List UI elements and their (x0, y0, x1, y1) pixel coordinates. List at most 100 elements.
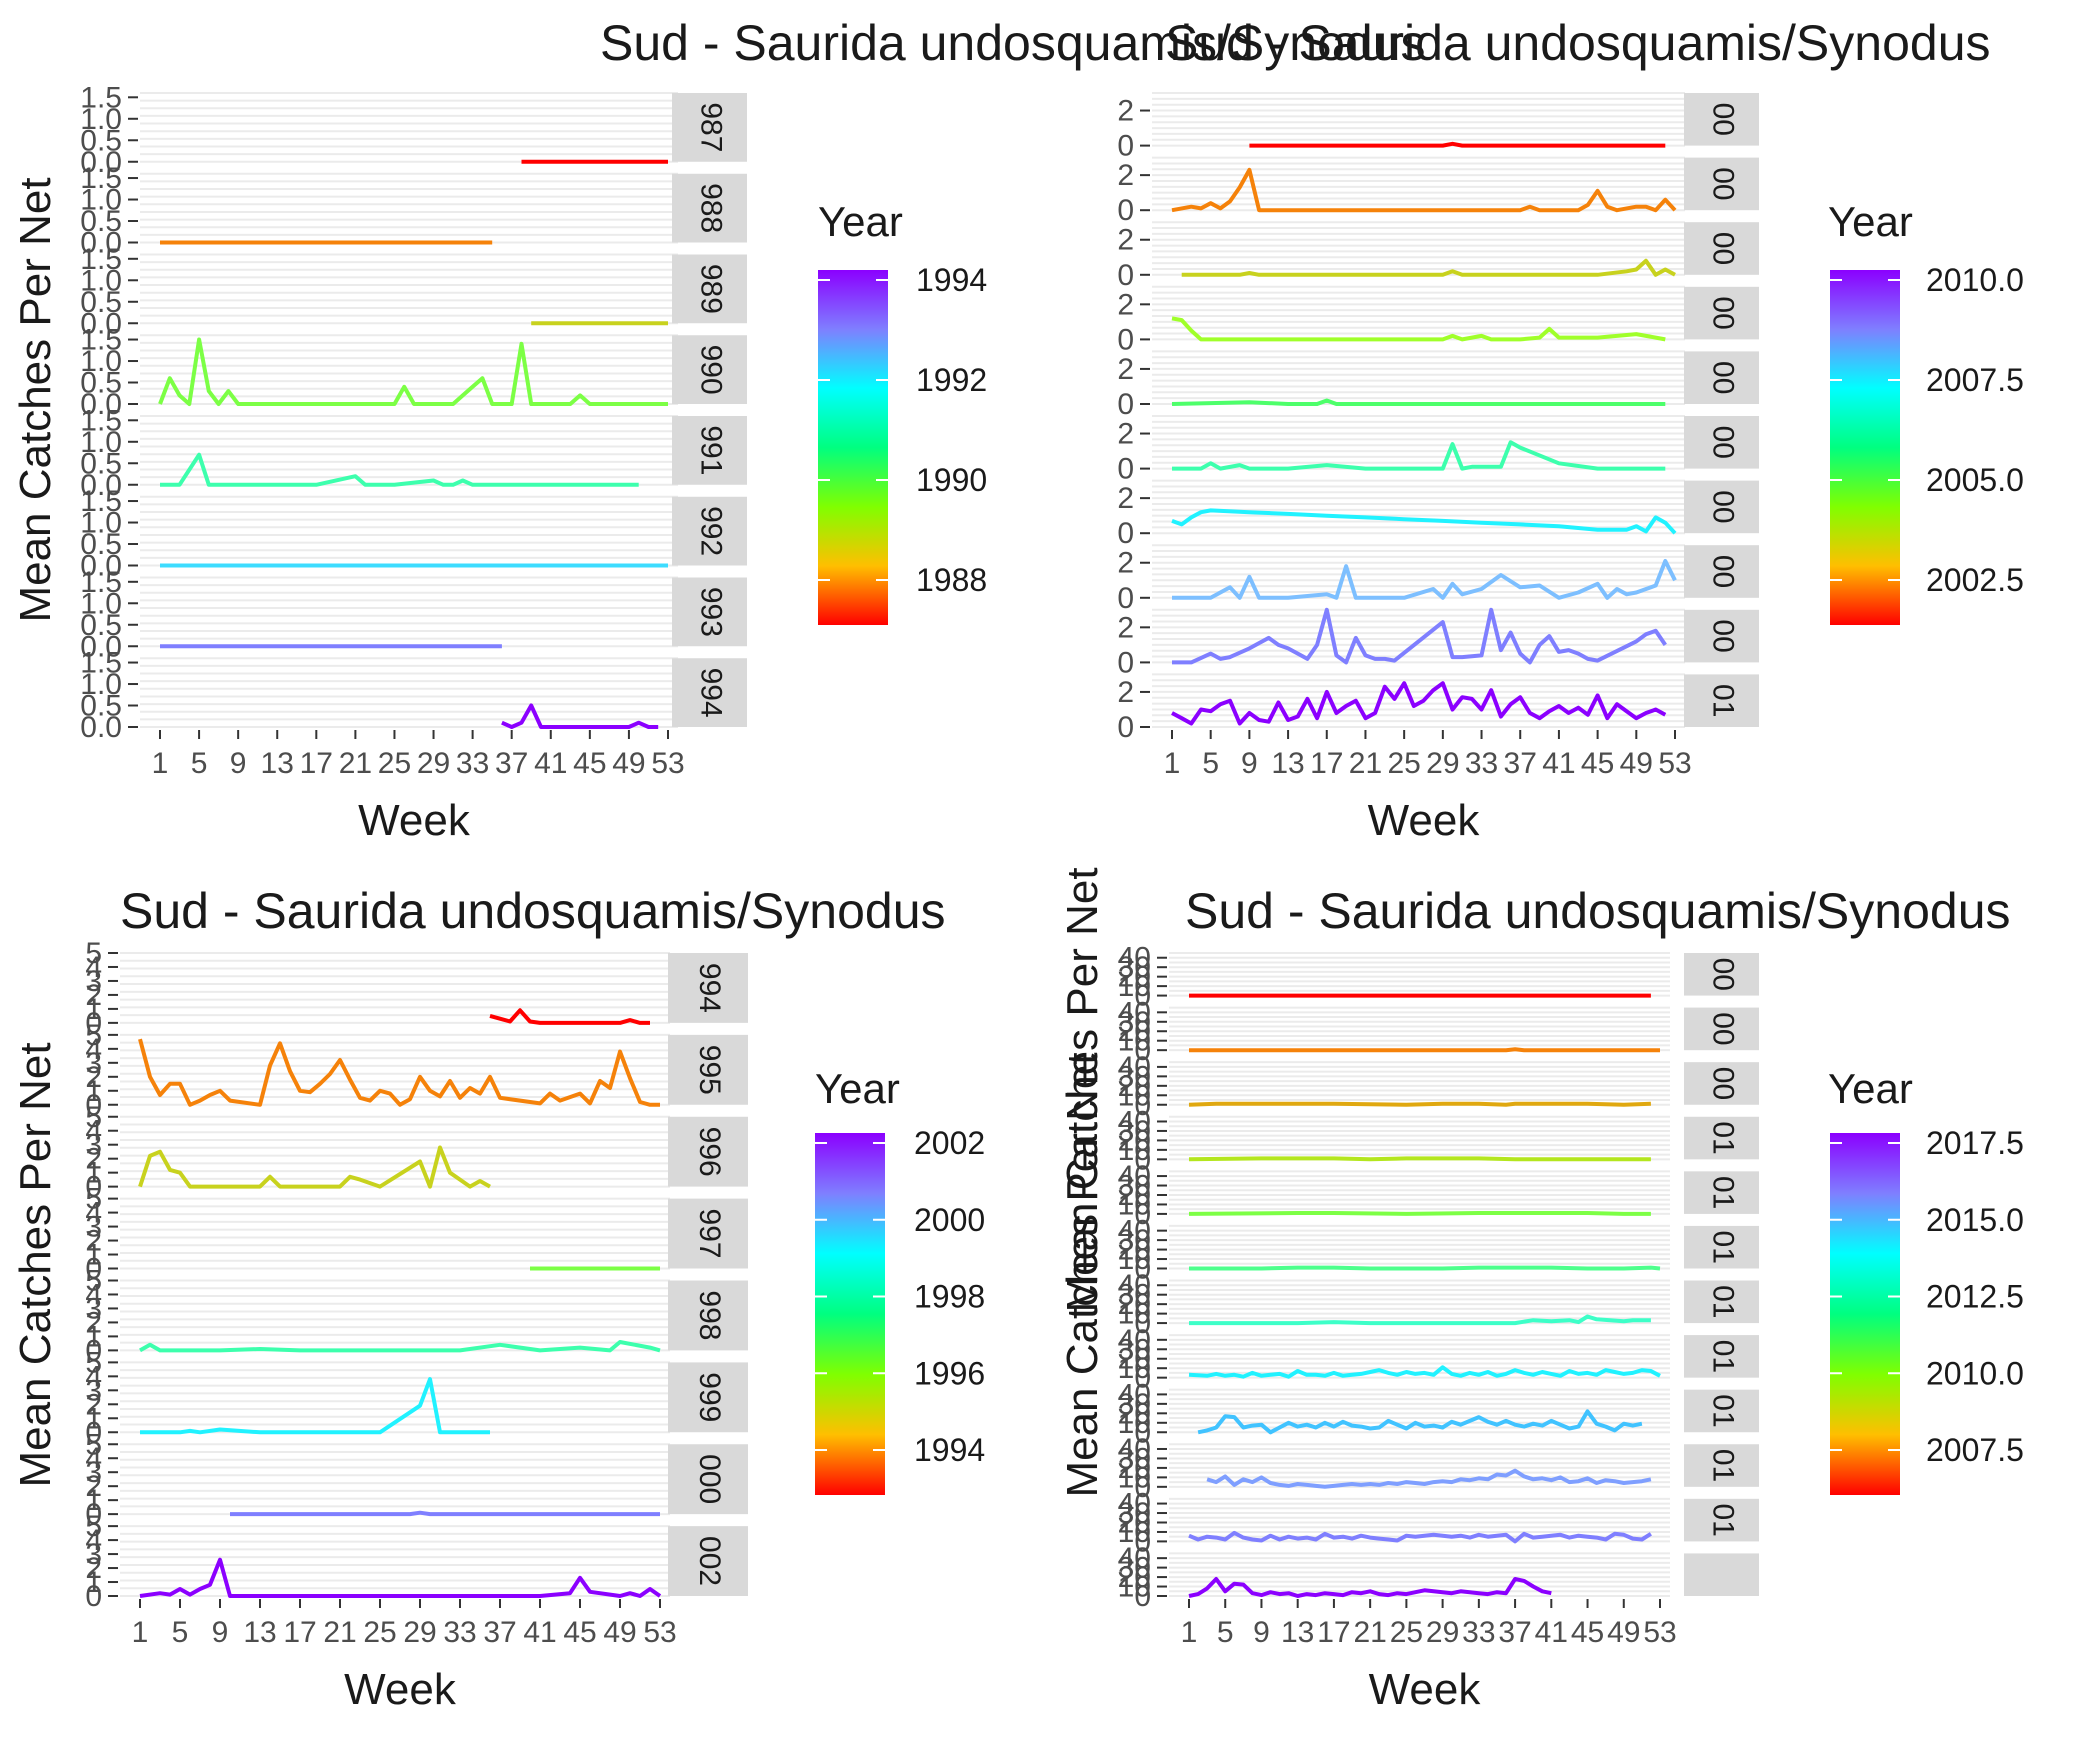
facet-strip (1684, 1498, 1759, 1542)
legend-label: 2005.0 (1926, 462, 2024, 498)
x-tick-label: 41 (523, 1616, 556, 1649)
y-tick-label: 5 (85, 1183, 102, 1216)
y-tick-label: 30 (1118, 1224, 1151, 1257)
series-line-2010 (1171, 681, 1667, 726)
facet-strip-label: 00 (1707, 490, 1740, 523)
legend-label: 2010.0 (1926, 262, 2024, 298)
y-tick-label: 20 (1118, 1124, 1151, 1157)
x-tick-label: 37 (483, 1616, 516, 1649)
facet-strip-label: 999 (693, 1372, 726, 1422)
series-line-2014 (1188, 1365, 1661, 1379)
y-tick-label: 0 (85, 1498, 102, 1531)
chart-panel-4: Sud - Saurida undosquamis/Synodus0102030… (1058, 883, 2024, 1714)
facet-1988: 0.00.51.01.5 988 (80, 162, 747, 260)
y-tick-label: 10 (1118, 1188, 1151, 1221)
y-tick-label: 2 (85, 1470, 102, 1503)
y-tick-label: 0 (85, 1171, 102, 1204)
y-tick-label: 0.0 (80, 469, 122, 502)
y-axis-title: Mean Catches Per Net (11, 177, 60, 622)
facet-1993: 0.00.51.01.5 993 (80, 566, 747, 663)
x-tick-label: 13 (261, 747, 294, 780)
legend-label: 2002 (914, 1125, 985, 1161)
y-tick-label: 2 (1117, 95, 1134, 128)
y-tick-label: 1.5 (80, 647, 122, 680)
y-tick-label: 1 (85, 1402, 102, 1435)
y-tick-label: 2 (1117, 611, 1134, 644)
facet-strip-label: 00 (1707, 1012, 1740, 1045)
x-tick-label: 1 (1181, 1616, 1198, 1649)
y-tick-label: 0 (1134, 1198, 1151, 1231)
y-tick-label: 0 (1134, 1034, 1151, 1067)
y-tick-label: 5 (85, 1101, 102, 1134)
x-tick-label: 1 (152, 747, 169, 780)
y-tick-label: 1 (85, 1239, 102, 1272)
y-tick-label: 0.5 (80, 609, 122, 642)
facet-strip-label: 00 (1707, 167, 1740, 200)
facet-2008: 02 00 (1117, 544, 1759, 615)
x-tick-label: 21 (1349, 747, 1382, 780)
legend-label: 1990 (916, 462, 987, 498)
facet-strip-label: 989 (695, 264, 728, 314)
facet-strip-label: 01 (1707, 1394, 1740, 1427)
y-tick-label: 0 (1134, 1089, 1151, 1122)
y-tick-label: 30 (1118, 1006, 1151, 1039)
chart-panel-1: Sud - Saurida undosquamis/Synodus0.00.51… (11, 15, 1426, 845)
facet-strip (672, 93, 747, 162)
y-tick-label: 20 (1118, 1452, 1151, 1485)
y-tick-label: 5 (85, 1346, 102, 1379)
x-tick-label: 5 (1202, 747, 1219, 780)
facet-strip-label: 01 (1707, 1285, 1740, 1318)
facet-strip (668, 1034, 748, 1105)
y-tick-label: 10 (1118, 1516, 1151, 1549)
legend-label: 2012.5 (1926, 1279, 2024, 1315)
y-tick-label: 30 (1118, 1333, 1151, 1366)
y-tick-label: 20 (1118, 961, 1151, 994)
x-axis: 1 5 9 13 17 21 25 29 33 37 41 45 49 53 (152, 730, 685, 780)
y-tick-label: 3 (85, 1211, 102, 1244)
series-line-2005 (1171, 398, 1666, 406)
y-tick-label: 1.0 (80, 507, 122, 540)
y-tick-label: 2 (85, 1388, 102, 1421)
facet-strip-label: 995 (693, 1045, 726, 1095)
x-tick-label: 41 (1542, 747, 1575, 780)
y-tick-label: 0 (1117, 194, 1134, 227)
y-tick-label: 1.0 (80, 345, 122, 378)
series-line-1991 (160, 452, 639, 487)
y-tick-label: 0 (85, 1580, 102, 1613)
x-tick-label: 1 (132, 1616, 149, 1649)
chart-title: Sud - Saurida undosquamis/Synodus (600, 15, 1426, 71)
series-line-2015 (1197, 1409, 1643, 1435)
facet-strip (672, 254, 747, 324)
facet-strip (668, 1362, 748, 1433)
facet-strip (1684, 1335, 1759, 1378)
series-line-1990 (158, 337, 668, 406)
facet-2002: 02 00 (1117, 156, 1759, 227)
series-line-2008 (1189, 1047, 1660, 1053)
x-tick-label: 25 (1390, 1616, 1423, 1649)
legend-colorbar (1830, 1133, 1900, 1495)
facet-2003: 02 00 (1117, 221, 1759, 292)
facet-strip (1684, 416, 1759, 469)
x-tick-label: 49 (603, 1616, 636, 1649)
series-line-1999 (140, 1377, 490, 1435)
y-tick-label: 30 (1118, 1279, 1151, 1312)
series-line-2006 (1172, 440, 1666, 471)
y-tick-label: 1 (85, 1157, 102, 1190)
y-tick-label: 2 (85, 1061, 102, 1094)
facet-strip-label: 00 (1707, 426, 1740, 459)
facet-strip (1684, 480, 1759, 534)
x-tick-label: 1 (1164, 747, 1181, 780)
series-line-2017 (1188, 1530, 1652, 1544)
y-tick-label: 2 (1117, 288, 1134, 321)
y-tick-label: 5 (85, 1019, 102, 1052)
y-tick-label: 0.5 (80, 205, 122, 238)
x-tick-label: 37 (495, 747, 528, 780)
y-tick-label: 0 (1117, 517, 1134, 550)
x-tick-label: 45 (1571, 1616, 1604, 1649)
